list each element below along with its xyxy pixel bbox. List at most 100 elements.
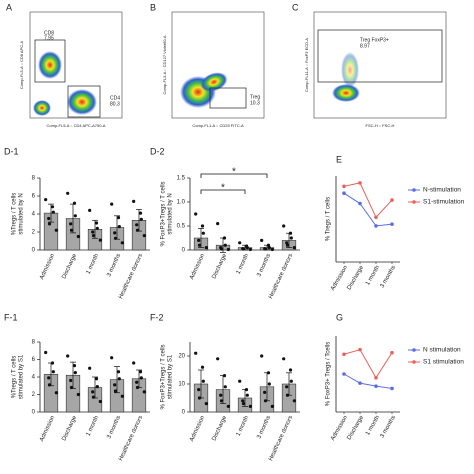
legend-marker bbox=[412, 348, 416, 352]
data-point bbox=[260, 354, 264, 358]
data-point bbox=[263, 247, 268, 251]
density bbox=[33, 100, 51, 116]
series-marker bbox=[358, 381, 362, 385]
gate bbox=[317, 29, 443, 83]
flow-panel-a: A CD8 7.95 CD4 80.3 Comp-FL5-A :: CD4 AP… bbox=[6, 2, 123, 128]
x-tick-label: Healthcare donors bbox=[268, 253, 294, 300]
data-point bbox=[132, 361, 136, 365]
y-tick-label: 0.5 bbox=[177, 224, 186, 230]
y-tick-label: 10 bbox=[178, 382, 185, 388]
data-point bbox=[117, 377, 121, 381]
panel-label: D-1 bbox=[4, 146, 19, 156]
legend-marker bbox=[412, 200, 416, 204]
series-marker bbox=[390, 198, 394, 202]
density bbox=[341, 52, 359, 88]
data-point bbox=[135, 228, 140, 232]
plot-frame bbox=[313, 11, 447, 119]
x-tick-label: 1 month bbox=[365, 415, 381, 437]
significance-bracket bbox=[200, 189, 246, 194]
data-point bbox=[69, 378, 73, 383]
data-point bbox=[72, 201, 77, 205]
x-tick-label: Healthcare donors bbox=[118, 253, 144, 300]
data-point bbox=[285, 243, 290, 247]
data-point bbox=[201, 379, 205, 383]
data-point bbox=[216, 357, 220, 361]
x-tick-label: 3 months bbox=[380, 415, 398, 439]
data-point bbox=[95, 226, 99, 230]
data-point bbox=[54, 228, 58, 232]
data-point bbox=[73, 371, 77, 375]
y-tick-label: 2 bbox=[32, 230, 36, 236]
data-point bbox=[91, 395, 96, 399]
data-point bbox=[135, 223, 139, 227]
x-tick-label: 1 month bbox=[86, 253, 101, 275]
data-point bbox=[113, 236, 118, 240]
x-tick-label: Discharge bbox=[346, 264, 365, 291]
data-point bbox=[94, 377, 99, 381]
data-point bbox=[113, 231, 117, 235]
data-point bbox=[288, 231, 293, 235]
series-line bbox=[343, 192, 393, 227]
data-point bbox=[69, 222, 73, 226]
data-point bbox=[116, 370, 121, 374]
gate-name: CD4 bbox=[110, 95, 120, 101]
y-tick-label: 20 bbox=[178, 354, 185, 360]
data-point bbox=[270, 247, 274, 252]
data-point bbox=[69, 385, 74, 390]
data-point bbox=[47, 216, 51, 221]
data-point bbox=[110, 356, 114, 360]
x-tick-label: 3 months bbox=[256, 415, 272, 440]
data-point bbox=[244, 388, 249, 392]
data-point bbox=[138, 211, 143, 215]
data-point bbox=[132, 199, 136, 203]
y-tick-label: 8 bbox=[32, 176, 36, 182]
data-point bbox=[267, 382, 271, 386]
data-point bbox=[76, 392, 80, 397]
x-tick-label: 1 month bbox=[365, 265, 381, 287]
data-point bbox=[197, 238, 201, 242]
x-tick-label: Admission bbox=[189, 415, 206, 443]
x-axis-label: FSC-H :: FSC-H bbox=[366, 123, 395, 128]
data-point bbox=[285, 393, 290, 397]
gate-name: CD8 bbox=[44, 30, 54, 36]
data-point bbox=[219, 247, 224, 251]
data-point bbox=[223, 243, 227, 247]
data-point bbox=[270, 404, 274, 408]
data-point bbox=[138, 370, 143, 374]
data-point bbox=[222, 374, 227, 378]
x-tick-label: Discharge bbox=[211, 252, 228, 280]
x-tick-label: 1 month bbox=[236, 253, 251, 275]
x-tick-label: 1 month bbox=[236, 415, 251, 437]
data-point bbox=[260, 238, 264, 242]
x-tick-label: Discharge bbox=[61, 252, 78, 280]
legend-label: N stimulation bbox=[423, 347, 461, 354]
data-point bbox=[66, 191, 70, 195]
density bbox=[332, 84, 360, 102]
series-marker bbox=[358, 201, 362, 206]
y-tick-label: 6 bbox=[32, 194, 36, 200]
data-point bbox=[241, 402, 246, 406]
data-point bbox=[288, 368, 293, 372]
x-tick-label: Healthcare donors bbox=[118, 415, 144, 462]
data-point bbox=[223, 385, 227, 389]
y-axis-label: stimulated by N bbox=[168, 193, 174, 234]
data-point bbox=[44, 350, 48, 355]
series-marker bbox=[342, 184, 346, 189]
flow-panel-b: B Treg 10.3 Comp-FL1-A :: CD25 FITC-A Co… bbox=[150, 2, 265, 128]
data-point bbox=[113, 383, 117, 387]
data-point bbox=[263, 399, 268, 403]
x-axis-label: Comp-FL1-A :: CD25 FITC-A bbox=[192, 123, 244, 128]
data-point bbox=[289, 379, 293, 383]
data-point bbox=[91, 234, 96, 238]
y-axis-label: % FoxP3+Tregs / T cells bbox=[161, 181, 167, 246]
significance-label: * bbox=[232, 167, 236, 178]
panel-label: B bbox=[150, 2, 156, 12]
data-point bbox=[222, 236, 227, 240]
series-marker bbox=[342, 191, 346, 195]
y-tick-label: 0 bbox=[32, 248, 36, 254]
panel-label: D-2 bbox=[150, 146, 165, 156]
panel-label: E bbox=[336, 154, 342, 164]
data-point bbox=[289, 236, 293, 240]
x-tick-label: Admission bbox=[189, 253, 206, 281]
data-point bbox=[95, 385, 99, 389]
